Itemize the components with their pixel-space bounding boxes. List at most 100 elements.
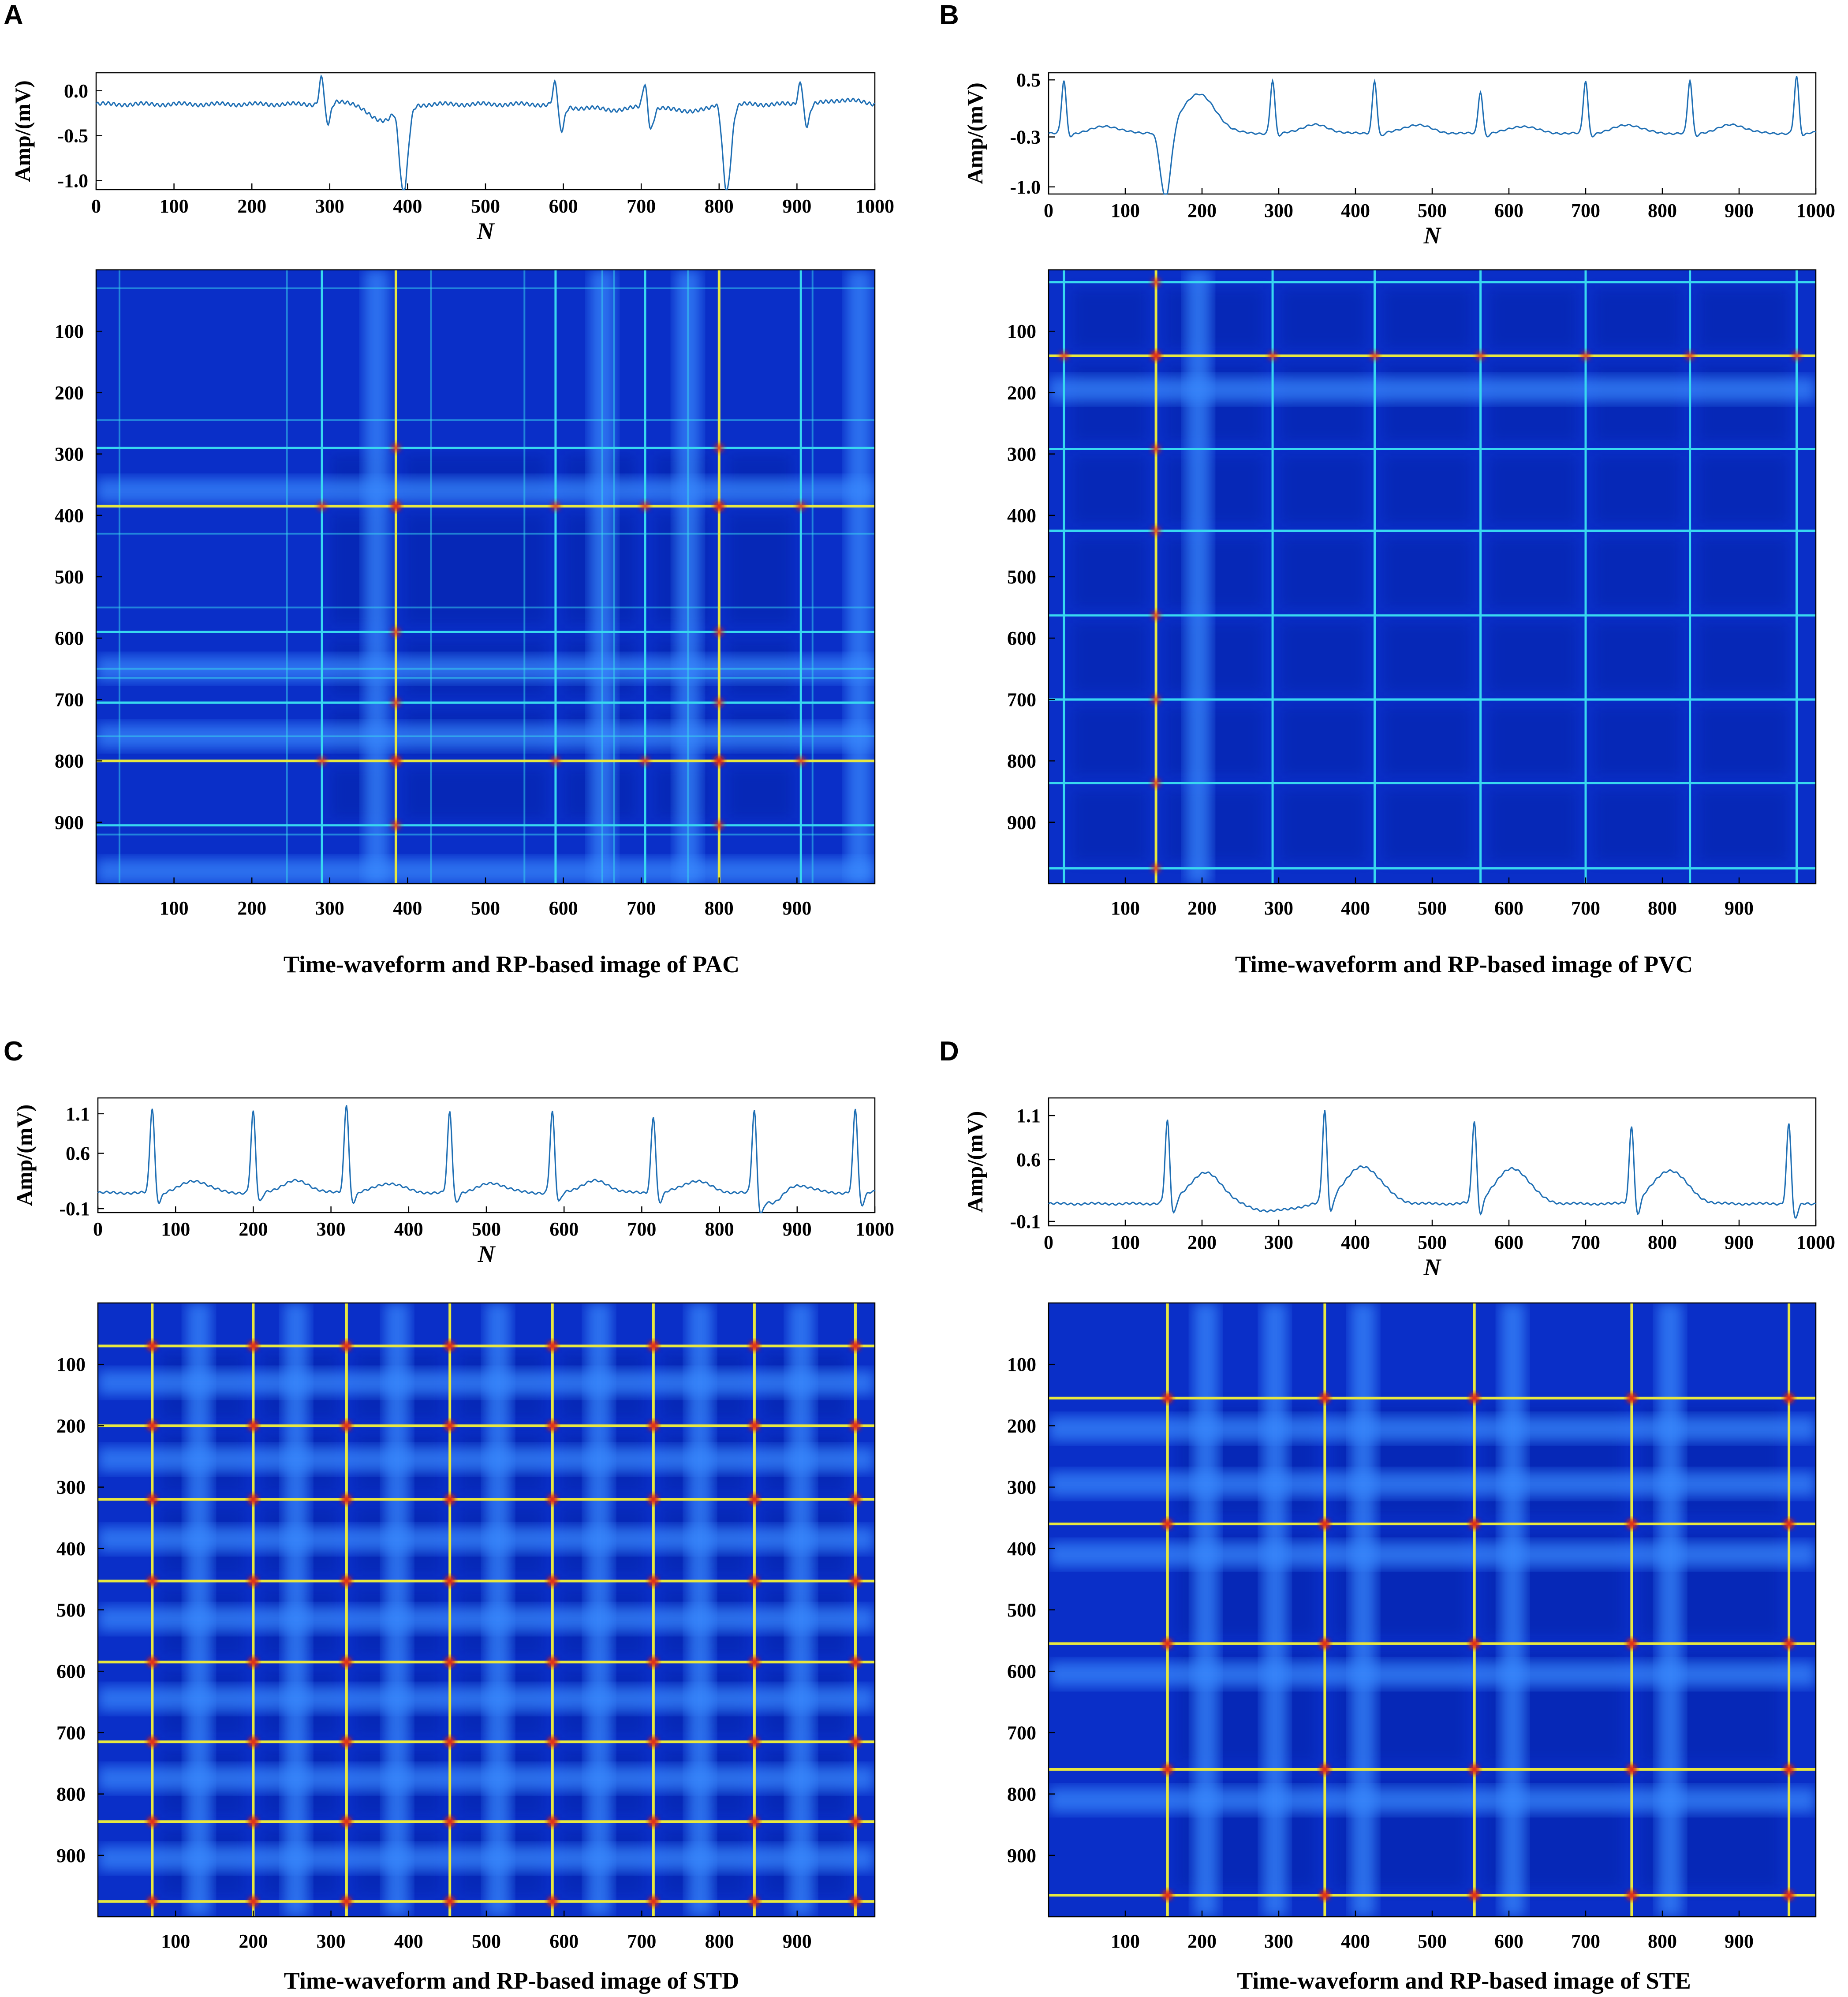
- rp-intersection-dot: [1060, 351, 1068, 360]
- rp-intersection-dot: [1152, 611, 1160, 620]
- x-tick-label: 600: [1494, 200, 1523, 221]
- rp-x-tick-label: 200: [1187, 1930, 1217, 1952]
- rp-y-tick-label: 300: [56, 1477, 86, 1498]
- rp-intersection-dot: [851, 1495, 859, 1504]
- rp-intersection-dot: [851, 1577, 859, 1585]
- rp-y-tick-label: 200: [1007, 1415, 1036, 1437]
- rp-x-tick-label: 100: [161, 1930, 190, 1952]
- rp-content: [98, 1303, 875, 1917]
- rp-intersection-dot: [1269, 351, 1277, 360]
- rp-y-tick-label: 400: [56, 1538, 86, 1560]
- x-tick-label: 900: [782, 195, 811, 217]
- x-tick-label: 900: [1725, 200, 1754, 221]
- rp-intersection-dot: [342, 1422, 351, 1430]
- rp-intersection-dot: [1152, 445, 1160, 453]
- rp-dark-block: [1165, 707, 1264, 776]
- panel-letter: A: [4, 0, 23, 30]
- rp-dark-block: [1281, 456, 1366, 523]
- rp-intersection-dot: [1476, 351, 1485, 360]
- rp-dark-block: [1073, 363, 1147, 442]
- x-tick-label: 500: [471, 195, 500, 217]
- y-tick-label: 0.5: [1016, 69, 1041, 91]
- x-tick-label: 100: [1111, 1232, 1140, 1253]
- rp-intersection-dot: [249, 1897, 258, 1906]
- x-tick-label: 900: [783, 1218, 812, 1240]
- x-tick-label: 0: [1044, 200, 1053, 221]
- rp-intersection-dot: [1152, 351, 1160, 360]
- rp-x-tick-label: 300: [317, 1930, 346, 1952]
- rp-dark-block: [1490, 363, 1577, 442]
- rp-band-horizontal: [1049, 377, 1816, 402]
- y-tick-label: 1.1: [66, 1103, 90, 1125]
- rp-dark-block: [1594, 623, 1681, 692]
- rp-intersection-dot: [1321, 1520, 1329, 1528]
- rp-intersection-dot: [715, 698, 723, 707]
- waveform-series: [97, 1105, 875, 1213]
- rp-x-tick-label: 600: [549, 897, 578, 919]
- rp-dark-block: [405, 768, 546, 818]
- x-tick-label: 200: [1187, 1232, 1217, 1253]
- rp-x-tick-label: 900: [1725, 1930, 1754, 1952]
- rp-dark-block: [1594, 538, 1681, 608]
- rp-dark-block: [1699, 456, 1788, 523]
- rp-x-tick-label: 800: [1648, 1930, 1677, 1952]
- rp-x-tick-label: 300: [1264, 897, 1293, 919]
- rp-band-horizontal: [1049, 1471, 1816, 1497]
- rp-dark-block: [1073, 790, 1147, 861]
- rp-intersection-dot: [649, 1658, 657, 1666]
- rp-intersection-dot: [342, 1818, 351, 1826]
- rp-dark-block: [1594, 790, 1681, 861]
- rp-intersection-dot: [318, 502, 326, 510]
- rp-y-tick-label: 300: [1007, 1477, 1036, 1498]
- rp-y-tick-label: 200: [55, 382, 84, 403]
- rp-intersection-dot: [1370, 351, 1379, 360]
- rp-intersection-dot: [649, 1495, 657, 1504]
- rp-intersection-dot: [1163, 1639, 1172, 1648]
- rp-band-vertical: [847, 270, 872, 884]
- rp-dark-block: [1165, 790, 1264, 861]
- rp-y-tick-label: 700: [55, 689, 84, 710]
- rp-dark-block: [728, 768, 792, 818]
- rp-dark-block: [1281, 289, 1366, 349]
- rp-intersection-dot: [446, 1342, 454, 1350]
- waveform-series: [1048, 1110, 1816, 1219]
- rp-y-tick-label: 400: [1007, 1538, 1036, 1560]
- rp-dark-block: [1490, 456, 1577, 523]
- rp-dark-block: [1384, 790, 1471, 861]
- rp-dark-block: [1165, 623, 1264, 692]
- rp-x-tick-label: 100: [160, 897, 189, 919]
- x-tick-label: 400: [394, 1218, 423, 1240]
- rp-intersection-dot: [649, 1577, 657, 1585]
- rp-intersection-dot: [148, 1495, 157, 1504]
- rp-band-horizontal: [98, 1766, 875, 1791]
- rp-intersection-dot: [1582, 351, 1590, 360]
- rp-x-tick-label: 800: [705, 897, 734, 919]
- rp-intersection-dot: [649, 1422, 657, 1430]
- rp-band-vertical: [1351, 1303, 1376, 1917]
- rp-band-vertical: [687, 1303, 713, 1917]
- y-axis-label: Amp/(mV): [963, 82, 987, 184]
- rp-intersection-dot: [851, 1818, 859, 1826]
- rp-x-tick-label: 500: [1418, 897, 1447, 919]
- rp-dark-block: [1073, 538, 1147, 608]
- rp-intersection-dot: [1321, 1639, 1329, 1648]
- rp-image: 100 200 300 400 500 600 700 800 900 100 200 300 400 5…: [1007, 1302, 1817, 1952]
- rp-x-tick-label: 100: [1111, 897, 1140, 919]
- rp-intersection-dot: [548, 1342, 556, 1350]
- rp-y-tick-label: 800: [1007, 1784, 1036, 1805]
- rp-dark-block: [1699, 289, 1788, 349]
- rp-intersection-dot: [851, 1342, 859, 1350]
- rp-intersection-dot: [342, 1577, 351, 1585]
- rp-y-tick-label: 900: [1007, 812, 1036, 833]
- rp-y-tick-label: 600: [55, 627, 84, 649]
- rp-image: 100 200 300 400 500 600 700 800 900 100 200 300 400 5…: [56, 1302, 876, 1952]
- rp-intersection-dot: [551, 502, 560, 510]
- x-tick-label: 200: [237, 195, 266, 217]
- waveform-frame: [1048, 1097, 1817, 1227]
- rp-intersection-dot: [249, 1495, 258, 1504]
- rp-intersection-dot: [750, 1738, 758, 1746]
- y-tick-label: 1.1: [1016, 1105, 1041, 1127]
- rp-intersection-dot: [1628, 1639, 1636, 1648]
- rp-intersection-dot: [548, 1738, 556, 1746]
- rp-dark-block: [1699, 707, 1788, 776]
